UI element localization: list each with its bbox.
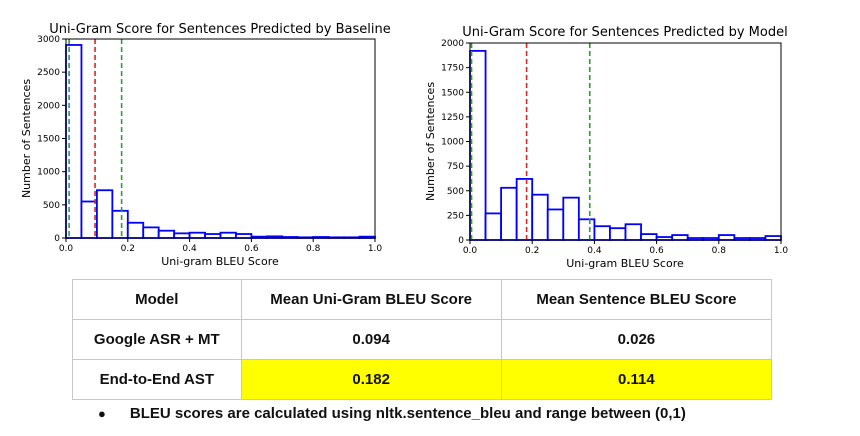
histogram-bar — [593, 225, 611, 241]
results-table: Model Mean Uni-Gram BLEU Score Mean Sent… — [72, 279, 773, 400]
histogram-bar — [157, 229, 176, 239]
histogram-bar — [515, 178, 534, 241]
histogram-bar — [204, 233, 222, 239]
histogram-bar — [126, 221, 145, 239]
y-axis-label: Number of Sentences — [20, 79, 33, 198]
table-row: End-to-End AST 0.182 0.114 — [72, 359, 773, 400]
x-tick-label: 0.2 — [121, 244, 135, 254]
row-unigram-score-highlighted: 0.182 — [240, 359, 502, 400]
y-tick-label: 3000 — [37, 35, 60, 45]
chart-title: Uni-Gram Score for Sentences Predicted b… — [49, 22, 391, 37]
y-tick-label: 2000 — [441, 39, 464, 49]
histogram-bar — [531, 193, 549, 241]
table-row: Google ASR + MT 0.094 0.026 — [72, 319, 773, 360]
y-tick-label: 500 — [447, 187, 464, 197]
x-tick-label: 0.8 — [306, 244, 321, 254]
histogram-bar — [235, 233, 253, 239]
histogram-bar — [142, 226, 160, 239]
histogram-bar — [764, 235, 782, 241]
y-tick-label: 750 — [447, 162, 464, 172]
histogram-bar — [484, 212, 502, 241]
model-histogram: Uni-Gram Score for Sentences Predicted b… — [425, 25, 789, 270]
histogram-bar — [500, 186, 518, 241]
x-axis-label: Uni-gram BLEU Score — [566, 257, 684, 270]
x-tick-label: 0.0 — [59, 244, 74, 254]
y-tick-label: 0 — [54, 234, 60, 244]
bullet-icon: ● — [98, 406, 106, 421]
y-tick-label: 2500 — [37, 68, 60, 78]
histogram-bar — [609, 227, 627, 241]
histogram-bar — [624, 223, 642, 241]
histogram-bar — [562, 196, 580, 241]
x-tick-label: 0.0 — [463, 246, 478, 256]
x-tick-label: 0.4 — [182, 244, 197, 254]
y-axis-label: Number of Sentences — [425, 82, 437, 201]
histogram-bar — [173, 232, 191, 239]
histogram-bar — [640, 233, 658, 241]
histogram-bar — [96, 189, 114, 239]
footnote-text: BLEU scores are calculated using nltk.se… — [129, 405, 686, 422]
histogram-bar — [546, 208, 565, 241]
y-tick-label: 1000 — [37, 168, 60, 178]
header-sentence: Mean Sentence BLEU Score — [500, 279, 773, 320]
y-tick-label: 1250 — [441, 113, 464, 123]
y-tick-label: 1500 — [441, 88, 464, 98]
histogram-bar — [577, 218, 596, 241]
y-tick-label: 250 — [447, 211, 464, 221]
row-unigram-score: 0.094 — [240, 319, 502, 360]
header-model: Model — [72, 279, 242, 320]
y-tick-label: 1750 — [441, 64, 464, 74]
x-tick-label: 1.0 — [368, 244, 383, 254]
x-axis-label: Uni-gram BLEU Score — [161, 255, 279, 268]
row-model-name: Google ASR + MT — [72, 319, 242, 360]
histogram-bar — [188, 231, 206, 239]
row-sentence-score: 0.026 — [500, 319, 773, 360]
header-unigram: Mean Uni-Gram BLEU Score — [240, 279, 502, 320]
row-model-name: End-to-End AST — [72, 359, 242, 400]
x-tick-label: 0.6 — [649, 246, 664, 256]
row-sentence-score-highlighted: 0.114 — [500, 359, 773, 400]
histogram-bar — [717, 234, 736, 241]
histogram-bar — [671, 234, 689, 241]
table-header-row: Model Mean Uni-Gram BLEU Score Mean Sent… — [72, 279, 773, 320]
y-tick-label: 2000 — [37, 101, 60, 111]
x-tick-label: 0.8 — [712, 246, 727, 256]
y-tick-label: 1500 — [37, 135, 60, 145]
y-tick-label: 1000 — [441, 138, 464, 148]
x-tick-label: 0.6 — [244, 244, 259, 254]
x-tick-label: 0.2 — [525, 246, 539, 256]
baseline-histogram: Uni-Gram Score for Sentences Predicted b… — [20, 22, 391, 268]
histogram-bar — [219, 231, 237, 239]
y-tick-label: 500 — [43, 201, 60, 211]
x-tick-label: 0.4 — [587, 246, 602, 256]
footnote: ● BLEU scores are calculated using nltk.… — [98, 405, 686, 422]
y-tick-label: 0 — [458, 236, 464, 246]
x-tick-label: 1.0 — [774, 246, 789, 256]
histogram-bar — [111, 209, 129, 239]
chart-title: Uni-Gram Score for Sentences Predicted b… — [462, 25, 787, 40]
